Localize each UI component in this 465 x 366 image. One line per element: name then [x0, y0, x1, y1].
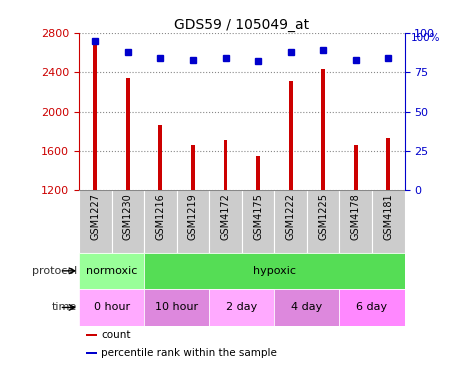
Bar	[274, 190, 307, 253]
Bar	[339, 190, 372, 253]
Text: hypoxic: hypoxic	[253, 266, 296, 276]
Text: GSM4172: GSM4172	[220, 193, 231, 240]
Bar	[372, 190, 405, 253]
Bar	[177, 190, 209, 253]
Bar	[79, 190, 112, 253]
Text: GSM1222: GSM1222	[286, 193, 296, 240]
Bar	[159, 126, 162, 190]
Text: GSM1227: GSM1227	[90, 193, 100, 240]
Bar	[86, 334, 97, 336]
Text: GSM4181: GSM4181	[383, 193, 393, 240]
Bar	[274, 289, 339, 326]
Text: 2 day: 2 day	[226, 302, 258, 313]
Bar	[112, 190, 144, 253]
Text: percentile rank within the sample: percentile rank within the sample	[101, 348, 277, 358]
Text: 4 day: 4 day	[291, 302, 323, 313]
Bar	[289, 81, 292, 190]
Bar	[354, 145, 358, 190]
Text: 6 day: 6 day	[357, 302, 387, 313]
Bar	[209, 289, 274, 326]
Bar	[256, 156, 260, 190]
Text: GSM1230: GSM1230	[123, 193, 133, 240]
Bar	[321, 69, 325, 190]
Text: GSM4175: GSM4175	[253, 193, 263, 240]
Bar	[191, 145, 195, 190]
Text: 10 hour: 10 hour	[155, 302, 198, 313]
Bar	[339, 289, 405, 326]
Text: GSM1216: GSM1216	[155, 193, 166, 240]
Text: normoxic: normoxic	[86, 266, 137, 276]
Title: GDS59 / 105049_at: GDS59 / 105049_at	[174, 18, 309, 32]
Bar	[79, 289, 144, 326]
Text: GSM4178: GSM4178	[351, 193, 361, 240]
Bar	[242, 190, 274, 253]
Bar	[144, 253, 405, 289]
Bar	[86, 352, 97, 354]
Bar	[79, 253, 144, 289]
Bar	[93, 38, 97, 190]
Bar	[307, 190, 339, 253]
Bar	[144, 190, 177, 253]
Bar	[126, 78, 130, 190]
Bar	[224, 140, 227, 190]
Text: protocol: protocol	[32, 266, 77, 276]
Text: 100%: 100%	[411, 33, 440, 43]
Text: GSM1225: GSM1225	[318, 193, 328, 240]
Text: 0 hour: 0 hour	[93, 302, 130, 313]
Bar	[386, 138, 390, 190]
Text: time: time	[52, 302, 77, 313]
Text: count: count	[101, 330, 131, 340]
Text: GSM1219: GSM1219	[188, 193, 198, 240]
Bar	[209, 190, 242, 253]
Bar	[144, 289, 209, 326]
